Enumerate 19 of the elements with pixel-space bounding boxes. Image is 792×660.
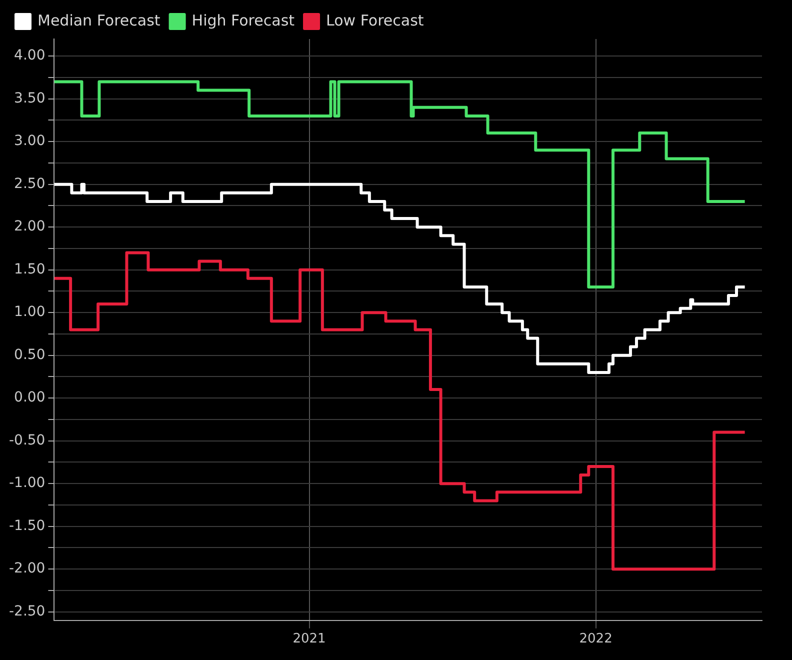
y-tick-label: -0.50 [8,432,46,448]
y-tick-label: -1.50 [8,518,46,534]
y-tick-label: 3.00 [14,133,46,150]
y-tick-label: 1.00 [14,304,46,320]
y-tick-label: 0.00 [14,390,46,406]
y-tick-label: 2.00 [14,218,46,235]
y-tick-label: 2.50 [14,176,46,192]
y-tick-label: 3.50 [14,90,46,106]
legend-label: Low Forecast [326,11,424,30]
legend-label: High Forecast [192,11,295,30]
y-tick-label: -2.00 [8,560,46,577]
x-tick-label: 2021 [292,632,326,647]
y-tick-label: -1.00 [8,475,46,492]
x-tick-label: 2022 [579,632,612,647]
y-tick-label: 4.00 [14,48,46,64]
y-tick-label: 1.50 [14,261,46,278]
y-tick-label: -2.50 [8,603,46,620]
y-tick-label: 0.50 [14,346,46,363]
legend-label: Median Forecast [38,11,160,30]
